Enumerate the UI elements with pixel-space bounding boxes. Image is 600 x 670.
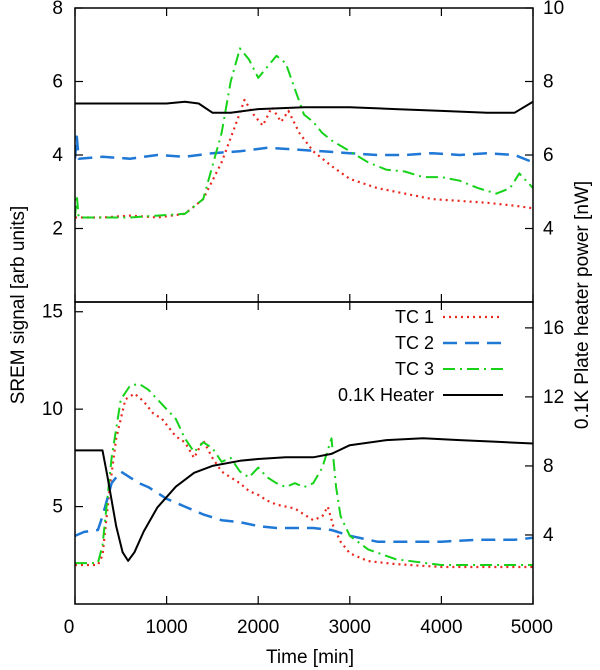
- legend-label-tc-3: TC 3: [395, 359, 434, 379]
- top-series-tc-1: [75, 98, 533, 219]
- x-tick-label: 3000: [329, 617, 371, 638]
- top-series-tc-2: [75, 135, 533, 164]
- top-right-tick-label: 10: [543, 0, 564, 19]
- x-tick-label: 0: [64, 617, 75, 638]
- x-tick-label: 2000: [237, 617, 279, 638]
- x-tick-label: 4000: [420, 617, 462, 638]
- bottom-left-tick-label: 10: [42, 399, 63, 420]
- top-right-tick-label: 6: [543, 145, 554, 166]
- bottom-series-tc-3: [75, 382, 533, 566]
- bottom-right-tick-label: 16: [543, 318, 564, 339]
- x-axis-label: Time [min]: [266, 647, 354, 668]
- top-left-tick-label: 6: [52, 72, 63, 93]
- top-series-0-1k-heater: [75, 100, 533, 114]
- legend: TC 1 TC 2 TC 3 0.1K Heater: [338, 307, 503, 405]
- bottom-right-tick-label: 8: [543, 456, 554, 477]
- bottom-right-tick-label: 12: [543, 387, 564, 408]
- top-right-tick-label: 4: [543, 219, 554, 240]
- top-left-tick-label: 4: [52, 145, 63, 166]
- x-axis-tick-labels: 0 1000 2000 3000 4000 5000: [64, 617, 553, 638]
- bottom-series-0-1k-heater: [75, 437, 533, 562]
- bottom-plot-frame: [74, 301, 534, 605]
- bottom-panel: 15 10 5 16 12 8 4: [42, 301, 564, 605]
- legend-label-0-1k-heater: 0.1K Heater: [338, 385, 434, 405]
- bottom-right-tick-label: 4: [543, 525, 554, 546]
- top-series-tc-3: [75, 47, 533, 219]
- legend-label-tc-1: TC 1: [395, 307, 434, 327]
- left-y-axis-label: SREM signal [arb units]: [8, 206, 29, 405]
- top-left-tick-label: 2: [52, 219, 63, 240]
- bottom-left-tick-label: 15: [42, 302, 63, 323]
- top-left-tick-label: 8: [52, 0, 63, 19]
- top-panel: 8 6 4 2 10 8 6 4: [52, 0, 564, 303]
- right-y-axis-label: 0.1K Plate heater power [nW]: [572, 181, 593, 429]
- bottom-left-tick-label: 5: [52, 497, 63, 518]
- legend-label-tc-2: TC 2: [395, 333, 434, 353]
- x-tick-label: 5000: [511, 617, 553, 638]
- x-tick-label: 1000: [145, 617, 187, 638]
- top-right-tick-label: 8: [543, 72, 554, 93]
